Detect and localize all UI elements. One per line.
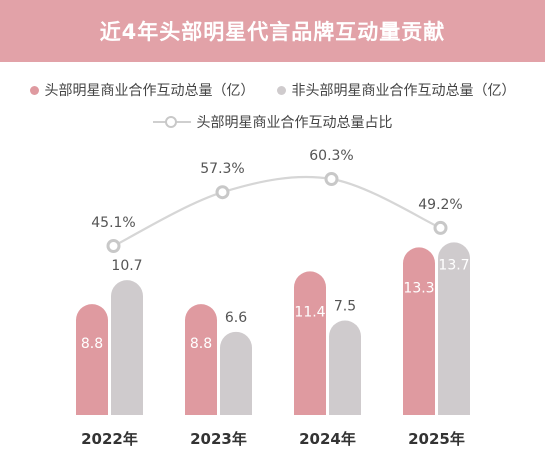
ratio-point-1 xyxy=(215,185,230,200)
legend-label-ratio: 头部明星商业合作互动总量占比 xyxy=(196,115,393,131)
bar-label-nonhead-0: 10.7 xyxy=(111,258,142,274)
legend-label-head: 头部明星商业合作互动总量（亿） xyxy=(44,83,255,99)
category-label-1: 2023年 xyxy=(190,430,247,448)
bar-nonhead-1 xyxy=(220,331,252,415)
ratio-point-2 xyxy=(324,172,339,186)
legend-label-nonhead: 非头部明星商业合作互动总量（亿） xyxy=(291,83,516,99)
category-label-2: 2024年 xyxy=(299,430,356,448)
ratio-label-2: 60.3% xyxy=(309,148,353,164)
bar-label-nonhead-2: 7.5 xyxy=(334,299,356,315)
category-label-3: 2025年 xyxy=(408,430,465,448)
category-label-0: 2022年 xyxy=(81,430,138,448)
legend-row-line: 头部明星商业合作互动总量占比 xyxy=(0,112,545,132)
ratio-line xyxy=(113,175,441,247)
chart-header: 近4年头部明星代言品牌互动量贡献 xyxy=(0,0,545,62)
bar-nonhead-2 xyxy=(329,320,361,415)
legend-dot-nonhead-icon xyxy=(276,85,286,95)
bar-head-3 xyxy=(403,247,435,415)
bar-label-head-1: 8.8 xyxy=(190,336,212,352)
legend-row-bars: 头部明星商业合作互动总量（亿） 非头部明星商业合作互动总量（亿） xyxy=(0,80,545,100)
bar-nonhead-3 xyxy=(438,242,470,415)
bar-head-0 xyxy=(76,304,108,415)
ratio-label-3: 49.2% xyxy=(418,197,462,213)
bar-label-head-3: 13.3 xyxy=(403,280,434,296)
ratio-label-0: 45.1% xyxy=(91,215,135,231)
legend-line-ring-icon xyxy=(152,115,191,129)
bar-head-1 xyxy=(185,304,217,415)
legend-item-head: 头部明星商业合作互动总量（亿） xyxy=(29,80,255,100)
bar-head-2 xyxy=(294,271,326,415)
ratio-point-3 xyxy=(433,220,448,235)
bar-label-head-0: 8.8 xyxy=(81,336,103,352)
bar-label-head-2: 11.4 xyxy=(294,304,325,320)
legend-dot-head-icon xyxy=(29,85,39,95)
bar-label-nonhead-3: 13.7 xyxy=(438,257,469,273)
chart-title: 近4年头部明星代言品牌互动量贡献 xyxy=(99,20,446,44)
ratio-label-1: 57.3% xyxy=(200,161,244,177)
bar-label-nonhead-1: 6.6 xyxy=(225,310,247,326)
legend-item-nonhead: 非头部明星商业合作互动总量（亿） xyxy=(276,80,516,100)
legend-item-ratio: 头部明星商业合作互动总量占比 xyxy=(152,112,393,132)
bar-nonhead-0 xyxy=(111,280,143,415)
ratio-point-0 xyxy=(106,239,121,253)
